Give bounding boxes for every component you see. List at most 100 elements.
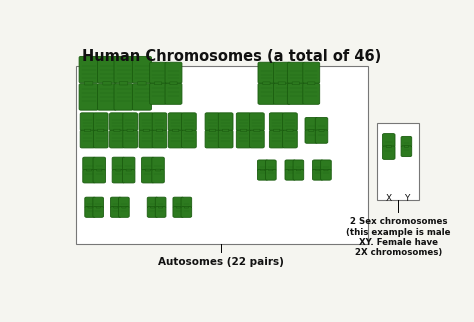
FancyBboxPatch shape — [79, 84, 98, 110]
FancyBboxPatch shape — [181, 197, 191, 208]
FancyBboxPatch shape — [287, 62, 304, 83]
FancyBboxPatch shape — [249, 113, 264, 131]
FancyBboxPatch shape — [126, 169, 131, 171]
FancyBboxPatch shape — [155, 197, 166, 208]
Text: 2 Sex chromosomes
(this example is male
XY. Female have
2X chromosomes): 2 Sex chromosomes (this example is male … — [346, 217, 451, 257]
FancyBboxPatch shape — [139, 113, 154, 131]
FancyBboxPatch shape — [249, 130, 264, 148]
FancyBboxPatch shape — [283, 130, 297, 148]
FancyBboxPatch shape — [309, 129, 314, 131]
FancyBboxPatch shape — [315, 118, 328, 131]
FancyBboxPatch shape — [182, 113, 196, 131]
FancyBboxPatch shape — [109, 113, 124, 131]
Text: Y: Y — [404, 194, 409, 203]
FancyBboxPatch shape — [122, 170, 135, 183]
FancyBboxPatch shape — [84, 81, 93, 85]
FancyBboxPatch shape — [85, 197, 95, 208]
FancyBboxPatch shape — [147, 197, 158, 208]
FancyBboxPatch shape — [85, 207, 95, 217]
FancyBboxPatch shape — [383, 146, 395, 159]
FancyBboxPatch shape — [165, 83, 182, 104]
FancyBboxPatch shape — [168, 113, 183, 131]
FancyBboxPatch shape — [93, 113, 108, 131]
FancyBboxPatch shape — [139, 130, 154, 148]
FancyBboxPatch shape — [145, 169, 150, 171]
FancyBboxPatch shape — [80, 130, 95, 148]
FancyBboxPatch shape — [93, 197, 103, 208]
FancyBboxPatch shape — [155, 207, 166, 217]
FancyBboxPatch shape — [112, 157, 125, 171]
FancyBboxPatch shape — [305, 118, 318, 131]
FancyBboxPatch shape — [132, 56, 152, 83]
FancyBboxPatch shape — [265, 169, 276, 180]
FancyBboxPatch shape — [97, 169, 102, 171]
FancyBboxPatch shape — [155, 82, 162, 85]
FancyBboxPatch shape — [181, 207, 191, 217]
FancyBboxPatch shape — [320, 169, 331, 180]
FancyBboxPatch shape — [257, 160, 268, 171]
FancyBboxPatch shape — [210, 129, 216, 132]
FancyBboxPatch shape — [156, 129, 163, 132]
FancyBboxPatch shape — [142, 170, 154, 183]
FancyBboxPatch shape — [315, 130, 328, 143]
FancyBboxPatch shape — [152, 113, 167, 131]
FancyBboxPatch shape — [269, 169, 273, 171]
FancyBboxPatch shape — [273, 83, 290, 104]
FancyBboxPatch shape — [150, 83, 166, 104]
FancyBboxPatch shape — [283, 113, 297, 131]
FancyBboxPatch shape — [258, 83, 275, 104]
FancyBboxPatch shape — [404, 146, 409, 147]
FancyBboxPatch shape — [110, 207, 121, 217]
FancyBboxPatch shape — [386, 146, 392, 147]
FancyBboxPatch shape — [110, 197, 121, 208]
FancyBboxPatch shape — [122, 206, 126, 208]
FancyBboxPatch shape — [324, 169, 328, 171]
FancyBboxPatch shape — [285, 160, 296, 171]
FancyBboxPatch shape — [150, 206, 155, 208]
FancyBboxPatch shape — [79, 56, 98, 83]
FancyBboxPatch shape — [292, 82, 300, 85]
FancyBboxPatch shape — [278, 82, 285, 85]
FancyBboxPatch shape — [261, 169, 265, 171]
FancyBboxPatch shape — [103, 81, 111, 85]
FancyBboxPatch shape — [182, 130, 196, 148]
FancyBboxPatch shape — [83, 170, 95, 183]
FancyBboxPatch shape — [305, 130, 318, 143]
FancyBboxPatch shape — [98, 84, 117, 110]
FancyBboxPatch shape — [257, 169, 268, 180]
FancyBboxPatch shape — [258, 62, 275, 83]
FancyBboxPatch shape — [219, 130, 233, 148]
FancyBboxPatch shape — [296, 169, 301, 171]
FancyBboxPatch shape — [123, 130, 137, 148]
FancyBboxPatch shape — [96, 206, 100, 208]
FancyBboxPatch shape — [170, 82, 177, 85]
FancyBboxPatch shape — [93, 130, 108, 148]
FancyBboxPatch shape — [254, 129, 260, 132]
FancyBboxPatch shape — [269, 130, 284, 148]
FancyBboxPatch shape — [285, 169, 296, 180]
FancyBboxPatch shape — [155, 169, 161, 171]
Bar — [377, 123, 419, 200]
FancyBboxPatch shape — [112, 170, 125, 183]
Text: X: X — [386, 194, 392, 203]
FancyBboxPatch shape — [293, 169, 304, 180]
FancyBboxPatch shape — [119, 81, 128, 85]
FancyBboxPatch shape — [401, 137, 412, 147]
FancyBboxPatch shape — [114, 206, 118, 208]
FancyBboxPatch shape — [173, 197, 183, 208]
FancyBboxPatch shape — [98, 129, 104, 132]
FancyBboxPatch shape — [173, 207, 183, 217]
FancyBboxPatch shape — [114, 84, 133, 110]
FancyBboxPatch shape — [273, 129, 280, 132]
FancyBboxPatch shape — [319, 129, 324, 131]
FancyBboxPatch shape — [176, 206, 181, 208]
Text: Human Chromosomes (a total of 46): Human Chromosomes (a total of 46) — [82, 49, 382, 63]
FancyBboxPatch shape — [320, 160, 331, 171]
FancyBboxPatch shape — [86, 169, 91, 171]
FancyBboxPatch shape — [240, 129, 247, 132]
FancyBboxPatch shape — [205, 113, 220, 131]
FancyBboxPatch shape — [116, 169, 121, 171]
FancyBboxPatch shape — [165, 62, 182, 83]
FancyBboxPatch shape — [114, 129, 120, 132]
FancyBboxPatch shape — [152, 170, 164, 183]
